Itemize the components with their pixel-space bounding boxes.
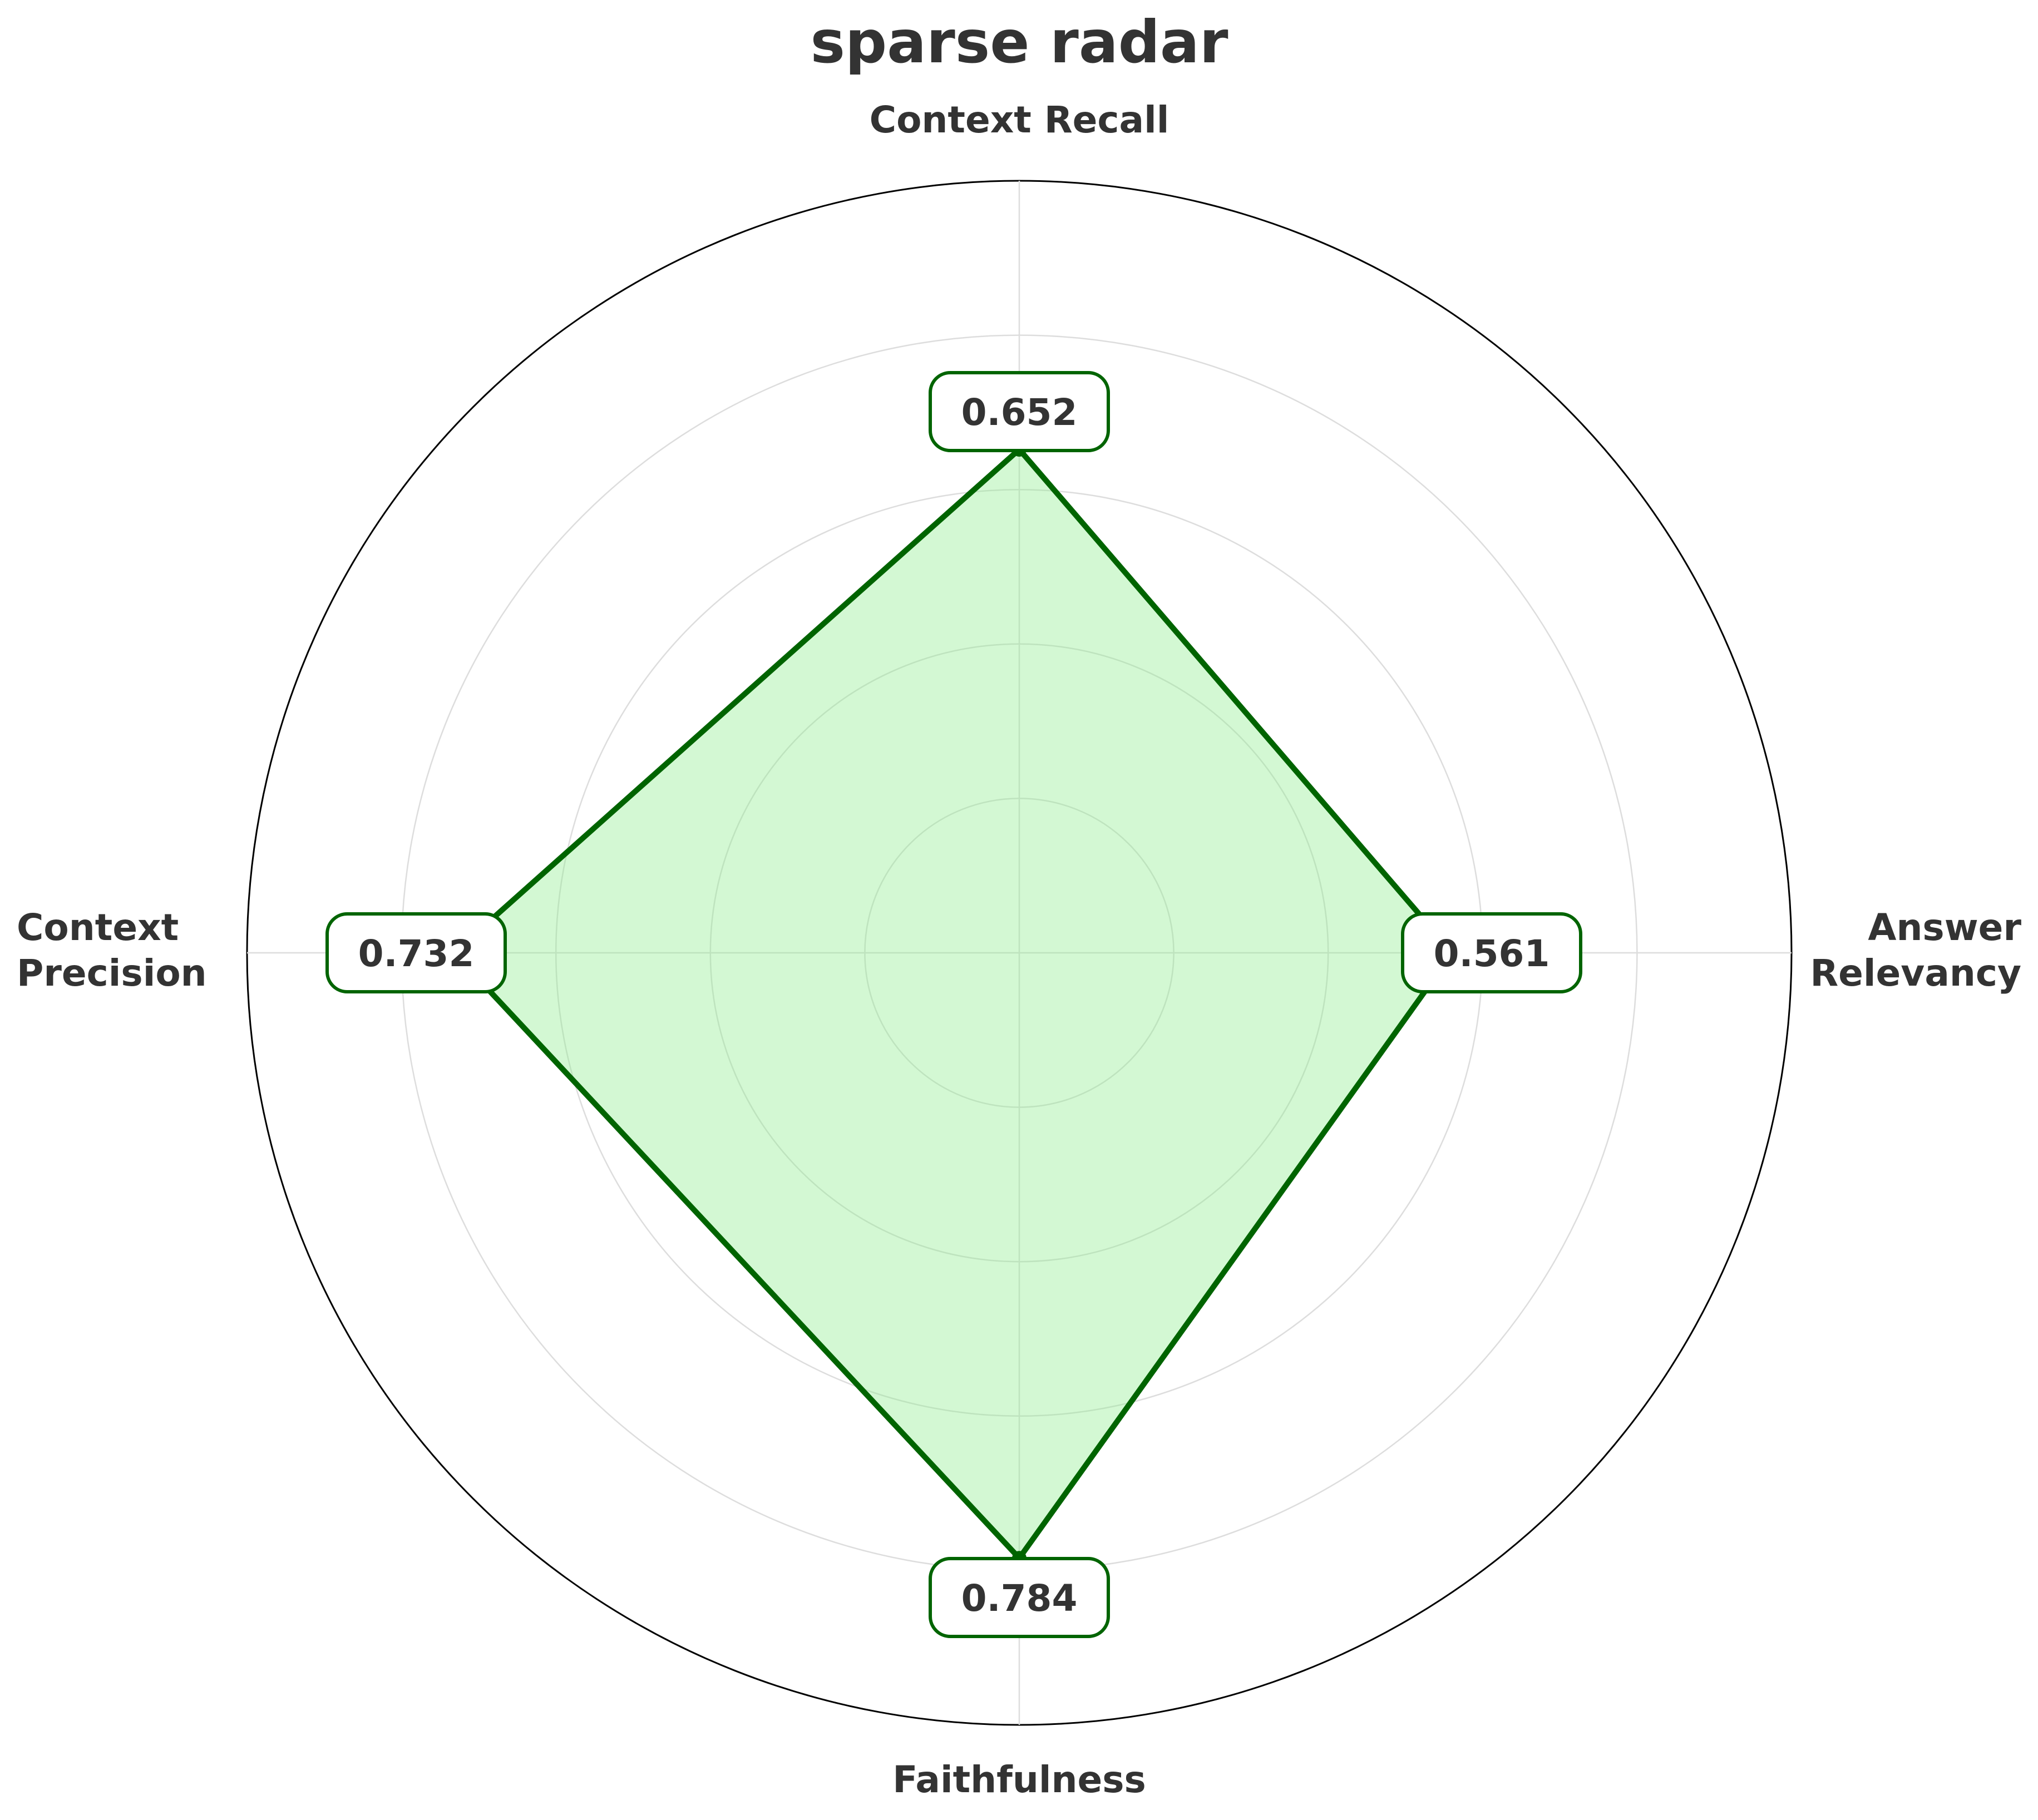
axis-label: Faithfulness bbox=[892, 1758, 1146, 1801]
value-label-box bbox=[929, 371, 1110, 452]
axis-label-line: Context Recall bbox=[870, 98, 1169, 141]
axis-label-line: Precision bbox=[17, 952, 207, 995]
value-label-text: 0.784 bbox=[961, 1577, 1078, 1620]
axis-labels: Answer Relevancy Context Recall Context Prec… bbox=[17, 98, 2021, 1801]
value-label: 0.784 bbox=[929, 1557, 1110, 1638]
axis-label: Context Precision bbox=[17, 906, 207, 995]
axis-label-line: Faithfulness bbox=[892, 1758, 1146, 1801]
value-label-text: 0.652 bbox=[961, 391, 1078, 434]
value-labels: 0.561 0.652 0.732 0.784 bbox=[325, 371, 1582, 1638]
axis-label-line: Context bbox=[17, 906, 179, 949]
series-fill bbox=[454, 449, 1453, 1559]
axis-label: Context Recall bbox=[870, 98, 1169, 141]
chart-title: sparse radar bbox=[811, 8, 1228, 76]
value-label-text: 0.561 bbox=[1434, 932, 1550, 975]
value-label: 0.652 bbox=[929, 371, 1110, 452]
value-label: 0.732 bbox=[325, 912, 507, 993]
value-label-box bbox=[325, 912, 507, 993]
axis-label-line: Answer bbox=[1868, 906, 2021, 949]
value-label: 0.561 bbox=[1401, 912, 1582, 993]
value-label-box bbox=[1401, 912, 1582, 993]
axis-label-line: Relevancy bbox=[1810, 952, 2021, 995]
value-label-box bbox=[929, 1557, 1110, 1638]
value-label-text: 0.732 bbox=[358, 932, 475, 975]
axis-label: Answer Relevancy bbox=[1810, 906, 2021, 995]
data-series bbox=[446, 442, 1460, 1566]
